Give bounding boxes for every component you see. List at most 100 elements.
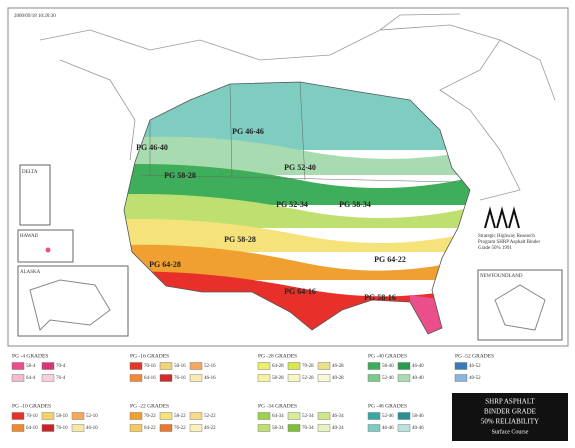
legend-swatch	[189, 412, 203, 420]
legend-title: PG -16 GRADES	[130, 353, 169, 359]
legend-item: 52-34	[302, 414, 314, 419]
legend-item: 70-28	[302, 364, 314, 369]
zone-label: PG 64-28	[149, 260, 181, 269]
legend-swatch	[317, 374, 331, 382]
summary-line: BINDER GRADE	[484, 408, 536, 416]
legend-item: 52-22	[204, 414, 216, 419]
program-text: Strategic Highway Research	[478, 234, 535, 239]
legend-item: 70-34	[302, 426, 314, 431]
legend-item: 40-46	[412, 426, 424, 431]
legend-swatch	[317, 424, 331, 432]
legend-item: 64-4	[26, 376, 36, 381]
legend-item: 76-4	[56, 376, 66, 381]
legend-swatch	[189, 362, 203, 370]
legend-swatch	[317, 412, 331, 420]
legend-swatch	[367, 362, 381, 370]
hawaii-island	[45, 247, 51, 253]
hawaii-inset	[17, 229, 74, 263]
summary-line: 50% RELIABILITY	[481, 418, 539, 426]
legend-item: 58-34	[272, 426, 284, 431]
zone-label: PG 64-22	[374, 255, 406, 264]
alaska-inset	[17, 265, 129, 337]
legend-swatch	[454, 362, 468, 370]
legend-swatch	[71, 424, 85, 432]
legend-item: 76-16	[174, 376, 186, 381]
legend-swatch	[129, 374, 143, 382]
legend-swatch	[129, 362, 143, 370]
legend-swatch	[71, 412, 85, 420]
legend-swatch	[11, 424, 25, 432]
legend-title: PG -34 GRADES	[258, 403, 297, 409]
legend-item: 46-40	[412, 364, 424, 369]
legend-swatch	[317, 362, 331, 370]
zone-label: PG 58-28	[224, 235, 256, 244]
legend-swatch	[367, 374, 381, 382]
legend-title: PG -28 GRADES	[258, 353, 297, 359]
landmass-outline	[123, 81, 471, 335]
legend-item: 58-40	[382, 364, 394, 369]
summary-line: Surface Course	[492, 428, 529, 435]
summary-box	[452, 393, 568, 441]
legend-title: PG -40 GRADES	[368, 353, 407, 359]
legend-item: 52-40	[382, 376, 394, 381]
legend-swatch	[41, 424, 55, 432]
legend-item: 64-34	[272, 414, 284, 419]
legend-swatch	[397, 412, 411, 420]
legend-swatch	[41, 374, 55, 382]
legend-swatch	[159, 424, 173, 432]
program-logo	[484, 206, 520, 229]
zone-label: PG 58-28	[164, 171, 196, 180]
legend-swatch	[397, 374, 411, 382]
zone-label: PG 52-34	[276, 200, 308, 209]
legend-swatch	[257, 374, 271, 382]
legend-swatch	[159, 362, 173, 370]
timestamp: 2000/09/18 10:20:30	[14, 14, 56, 19]
legend-item: 46-34	[332, 414, 344, 419]
legend-item: 76-22	[174, 426, 186, 431]
legend-swatch	[41, 412, 55, 420]
legend-item: 76-10	[56, 426, 68, 431]
legend-swatch	[367, 424, 381, 432]
legend-item: 58-46	[412, 414, 424, 419]
legend-title: PG -22 GRADES	[130, 403, 169, 409]
legend-swatch	[287, 374, 301, 382]
legend-item: 70-16	[144, 364, 156, 369]
legend-item: 58-16	[174, 364, 186, 369]
legend-item: 64-10	[26, 426, 38, 431]
legend-item: 52-16	[204, 364, 216, 369]
legend-item: 70-22	[144, 414, 156, 419]
legend-item: 40-40	[412, 376, 424, 381]
legend-swatch	[11, 362, 25, 370]
zone-label: PG 58-16	[364, 293, 396, 302]
legend-item: 58-22	[174, 414, 186, 419]
legend-item: 46-16	[204, 376, 216, 381]
legend-item: 58-4	[26, 364, 36, 369]
coastline	[39, 13, 556, 201]
legend-swatch	[287, 424, 301, 432]
delta-inset	[19, 164, 51, 226]
legend-swatch	[257, 412, 271, 420]
legend-item: 40-34	[332, 426, 344, 431]
legend-swatch	[257, 362, 271, 370]
inset-label: HAWAII	[20, 234, 38, 239]
zone-label: PG 58-34	[339, 200, 371, 209]
newfoundland-outline	[494, 284, 546, 331]
legend-swatch	[11, 412, 25, 420]
legend-item: 46-46	[382, 426, 394, 431]
legend-swatch	[11, 374, 25, 382]
legend-item: 58-10	[56, 414, 68, 419]
legend-item: 64-28	[272, 364, 284, 369]
legend-item: 52-46	[382, 414, 394, 419]
zone-label: PG 52-40	[284, 163, 316, 172]
legend-title: PG -4 GRADES	[12, 353, 48, 359]
legend-swatch	[41, 362, 55, 370]
legend-item: 46-22	[204, 426, 216, 431]
legend-item: 46-52	[469, 364, 481, 369]
legend-swatch	[159, 412, 173, 420]
legend-item: 46-28	[332, 364, 344, 369]
zone-label: PG 46-40	[136, 143, 168, 152]
legend-item: 58-28	[272, 376, 284, 381]
legend-swatch	[287, 412, 301, 420]
newfoundland-inset	[477, 269, 563, 341]
